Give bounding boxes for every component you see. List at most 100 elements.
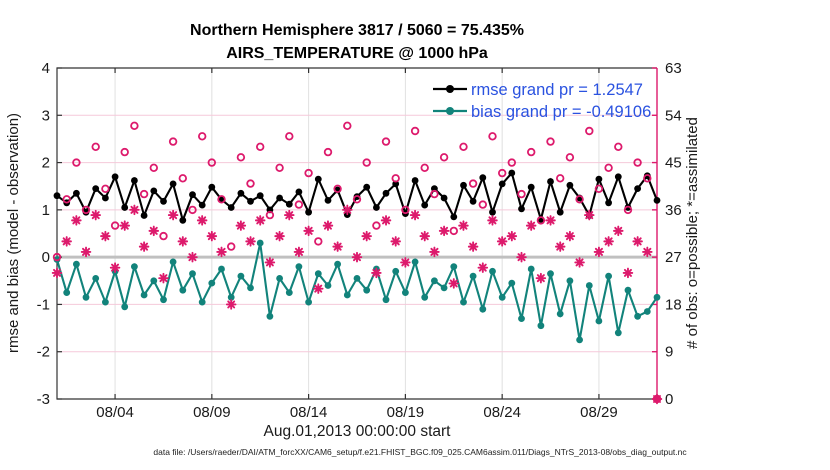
y-tick-left-label: 0 [42, 249, 50, 266]
possible-obs-marker [343, 121, 352, 130]
bias-marker [343, 291, 351, 299]
bias-marker [450, 263, 458, 270]
assimilated-obs-marker [545, 215, 556, 226]
y-tick-left-label: -2 [37, 344, 50, 361]
possible-obs-marker [546, 137, 555, 146]
bias-marker [334, 260, 341, 268]
bias-marker [305, 298, 312, 306]
bias-marker [402, 289, 409, 296]
assimilated-obs-marker [206, 230, 218, 242]
rmse-marker [595, 175, 603, 183]
rmse-marker [469, 197, 477, 205]
bias-marker [227, 293, 235, 301]
y-tick-left-label: -1 [37, 296, 50, 313]
assimilated-obs-marker [61, 236, 72, 247]
assimilated-obs-marker [496, 236, 508, 247]
possible-obs-marker [62, 195, 71, 204]
assimilated-obs-marker [109, 262, 121, 273]
rmse-marker [440, 194, 448, 202]
bias-marker [479, 305, 487, 313]
axes-spines-layer [56, 67, 658, 400]
possible-obs-marker [333, 184, 342, 193]
rmse-marker [247, 197, 254, 205]
possible-obs-marker [304, 168, 313, 178]
rmse-marker [121, 204, 129, 211]
possible-obs-marker [372, 221, 381, 230]
y-tick-right-label: 54 [665, 107, 682, 124]
chart-title: Northern Hemisphere 3817 / 5060 = 75.435… [190, 22, 524, 39]
possible-obs-marker [430, 189, 439, 199]
assimilated-obs-marker [293, 246, 305, 258]
bias-marker [179, 286, 187, 294]
rmse-marker [373, 204, 380, 211]
assimilated-obs-marker [506, 230, 518, 242]
assimilated-obs-marker [254, 215, 266, 226]
bias-marker [653, 293, 661, 301]
assimilated-obs-marker [196, 215, 208, 226]
bias-marker [237, 272, 245, 280]
possible-obs-marker [130, 121, 139, 130]
possible-obs-marker [256, 142, 265, 151]
rmse-marker [634, 185, 641, 193]
assimilated-obs-marker [274, 230, 285, 242]
assimilated-obs-marker [332, 241, 343, 252]
possible-obs-marker [72, 158, 81, 167]
rmse-marker [653, 197, 661, 204]
assimilated-obs-marker [642, 246, 653, 258]
assimilated-obs-marker [313, 283, 324, 294]
x-tick-label: 08/24 [483, 404, 521, 421]
bias-marker [421, 293, 429, 301]
y-tick-right-label: 45 [665, 155, 682, 172]
rmse-marker [295, 188, 303, 196]
bias-marker [440, 284, 448, 292]
bias-marker [624, 286, 632, 294]
rmse-marker [527, 183, 535, 191]
possible-obs-marker [439, 153, 449, 162]
bias-marker [508, 279, 516, 287]
bias-marker [63, 289, 71, 296]
x-tick-label: 08/14 [290, 404, 328, 421]
possible-obs-marker [294, 200, 304, 209]
assimilated-obs-marker [651, 393, 663, 405]
bias-marker [131, 263, 138, 270]
possible-obs-marker [401, 205, 410, 215]
rmse-marker [305, 208, 312, 216]
rmse-marker [324, 197, 332, 204]
bias-marker [585, 282, 593, 289]
bias-marker [392, 267, 400, 275]
bias-marker [460, 298, 467, 306]
possible-obs-marker [139, 189, 149, 199]
assimilated-obs-marker [322, 220, 334, 231]
x-tick-label: 08/04 [96, 404, 134, 421]
possible-obs-marker [623, 205, 633, 215]
assimilated-obs-marker [419, 230, 430, 242]
possible-obs-marker [527, 147, 536, 157]
assimilated-obs-marker [90, 209, 101, 221]
assimilated-obs-marker [284, 209, 295, 221]
possible-obs-marker [217, 195, 226, 204]
rmse-marker [256, 192, 264, 200]
bias-marker [140, 291, 148, 299]
right-y-axis-label: # of obs: o=possible; *=assimilated [684, 117, 701, 349]
rmse-marker [92, 185, 100, 193]
bias-marker [276, 275, 283, 282]
bias-marker [324, 282, 332, 289]
rmse-marker [614, 173, 622, 181]
possible-obs-marker [81, 205, 91, 215]
rmse-marker [102, 194, 109, 202]
left-y-axis-label: rmse and bias (model - observation) [5, 113, 22, 353]
rmse-marker [489, 208, 496, 216]
rmse-marker [276, 194, 283, 202]
bias-marker [634, 312, 641, 320]
rmse-marker [198, 201, 206, 209]
assimilated-obs-marker [71, 215, 82, 226]
y-tick-right-label: 27 [665, 249, 682, 266]
rmse-marker [382, 189, 390, 197]
bias-marker [102, 298, 109, 306]
rmse-marker [314, 175, 322, 183]
rmse-marker [460, 181, 467, 189]
bias-marker [411, 258, 419, 266]
possible-obs-marker [362, 158, 371, 167]
rmse-marker [160, 197, 167, 205]
bias-marker [218, 265, 225, 273]
